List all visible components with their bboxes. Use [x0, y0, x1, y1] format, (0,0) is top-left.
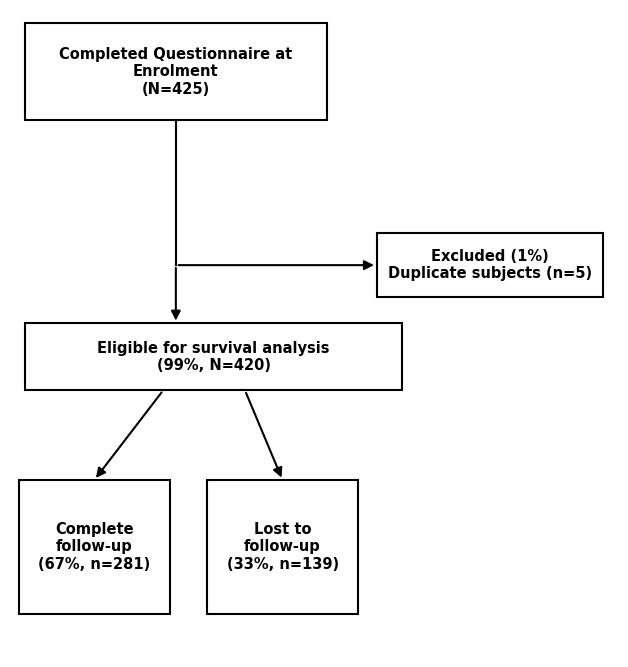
Text: Excluded (1%)
Duplicate subjects (n=5): Excluded (1%) Duplicate subjects (n=5): [387, 249, 592, 281]
FancyBboxPatch shape: [25, 323, 402, 390]
FancyBboxPatch shape: [377, 233, 603, 297]
FancyBboxPatch shape: [25, 23, 327, 120]
Text: Complete
follow-up
(67%, n=281): Complete follow-up (67%, n=281): [38, 522, 150, 572]
Text: Lost to
follow-up
(33%, n=139): Lost to follow-up (33%, n=139): [227, 522, 338, 572]
Text: Completed Questionnaire at
Enrolment
(N=425): Completed Questionnaire at Enrolment (N=…: [59, 47, 293, 97]
FancyBboxPatch shape: [207, 480, 358, 614]
Text: Eligible for survival analysis
(99%, N=420): Eligible for survival analysis (99%, N=4…: [97, 341, 330, 373]
FancyBboxPatch shape: [19, 480, 170, 614]
